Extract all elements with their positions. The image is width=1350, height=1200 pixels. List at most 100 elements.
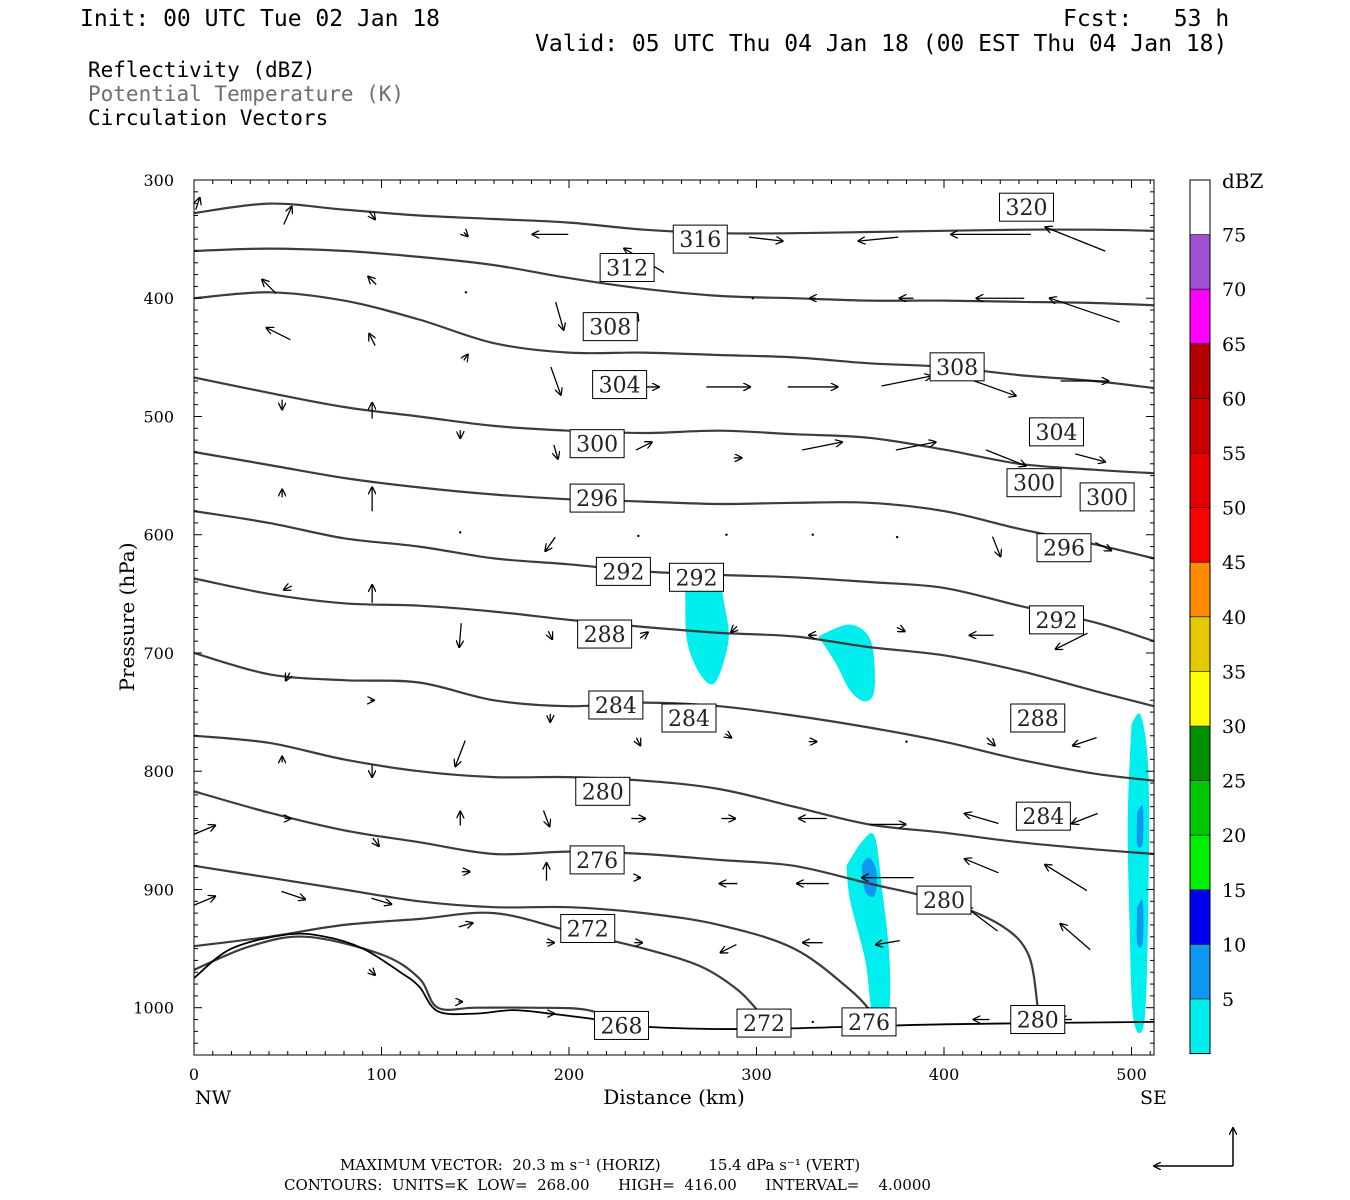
reference-vector-arrow bbox=[1154, 1128, 1233, 1166]
circulation-vector bbox=[194, 896, 215, 906]
theta-contour-label: 308 bbox=[929, 352, 985, 382]
x-tick-label: 200 bbox=[554, 1065, 585, 1084]
contour-label-text: 284 bbox=[595, 694, 637, 719]
contour-label-box bbox=[736, 1008, 792, 1038]
contour-label-box bbox=[1079, 482, 1135, 512]
colorbar-swatch bbox=[1190, 889, 1210, 945]
circulation-vector bbox=[965, 814, 999, 825]
reflectivity-5-dbz-area bbox=[1127, 713, 1150, 1034]
theta-contour-label: 292 bbox=[1029, 605, 1084, 635]
circulation-vector bbox=[811, 1020, 814, 1024]
field-reflectivity: Reflectivity (dBZ) bbox=[88, 58, 316, 82]
x-tick-label: 300 bbox=[741, 1065, 772, 1084]
circulation-vector bbox=[545, 536, 556, 551]
contour-label-box bbox=[672, 224, 728, 254]
contour-label-text: 272 bbox=[743, 1012, 785, 1037]
contour-label-text: 268 bbox=[601, 1014, 643, 1039]
circulation-vector bbox=[281, 890, 305, 899]
colorbar-level-label: 5 bbox=[1222, 989, 1234, 1011]
theta-contour-label: 292 bbox=[669, 562, 724, 592]
contour-label-text: 276 bbox=[576, 849, 618, 874]
contour-label-box bbox=[599, 253, 655, 282]
circulation-vector bbox=[369, 334, 375, 346]
theta-contour-label: 304 bbox=[1029, 417, 1084, 447]
contour-label-text: 296 bbox=[576, 487, 618, 512]
circulation-vector bbox=[636, 737, 640, 746]
theta-contour-label: 288 bbox=[1010, 703, 1066, 733]
theta-contour-label: 280 bbox=[575, 776, 631, 806]
contour-label-box bbox=[582, 312, 638, 342]
colorbar-swatch bbox=[1190, 453, 1210, 508]
theta-contour-label: 304 bbox=[592, 370, 648, 400]
circulation-vector bbox=[464, 232, 468, 236]
circulation-vector bbox=[283, 206, 292, 225]
circulation-vector bbox=[1095, 541, 1111, 551]
circulation-vector bbox=[985, 449, 1026, 466]
circulation-vector bbox=[881, 376, 932, 387]
theta-contour-276 bbox=[194, 864, 874, 1015]
circulation-vector bbox=[895, 535, 899, 539]
colorbar-level-label: 15 bbox=[1222, 880, 1246, 902]
theta-contour-label: 284 bbox=[588, 690, 644, 720]
theta-contour-label: 292 bbox=[595, 556, 651, 586]
colorbar-swatch bbox=[1190, 180, 1210, 235]
colorbar-level-label: 30 bbox=[1222, 716, 1246, 738]
contour-label-box bbox=[588, 690, 644, 720]
theta-contour-label: 312 bbox=[599, 253, 655, 282]
contour-label-box bbox=[560, 913, 616, 943]
colorbar-swatch bbox=[1190, 999, 1210, 1054]
colorbar-level-label: 70 bbox=[1222, 279, 1246, 301]
contour-label-text: 284 bbox=[1022, 805, 1064, 830]
y-tick-label: 900 bbox=[143, 880, 174, 899]
colorbar-level-label: 25 bbox=[1222, 771, 1246, 793]
theta-contour-label: 300 bbox=[1006, 468, 1062, 498]
theta-contour-268 bbox=[194, 935, 626, 1027]
colorbar-swatch bbox=[1190, 234, 1210, 290]
theta-contour-284 bbox=[194, 734, 1154, 856]
circulation-vector bbox=[194, 825, 215, 835]
contour-label-text: 284 bbox=[668, 707, 710, 732]
y-tick-label: 600 bbox=[143, 526, 174, 545]
colorbar-swatch bbox=[1190, 289, 1210, 344]
circulation-vector bbox=[639, 632, 648, 638]
theta-contour-label: 316 bbox=[672, 224, 728, 254]
init-time: Init: 00 UTC Tue 02 Jan 18 bbox=[80, 6, 441, 32]
circulation-vector bbox=[720, 943, 737, 953]
circulation-vector bbox=[554, 444, 558, 459]
contour-label-box bbox=[595, 556, 651, 586]
contour-label-text: 316 bbox=[679, 228, 721, 253]
colorbar-level-label: 55 bbox=[1222, 443, 1246, 465]
contour-label-box bbox=[1010, 703, 1066, 733]
theta-contour-label: 308 bbox=[582, 312, 638, 342]
circulation-vector bbox=[369, 969, 375, 975]
colorbar-swatch bbox=[1190, 944, 1210, 999]
circulation-vector bbox=[801, 442, 842, 451]
theta-contour-292 bbox=[194, 577, 1154, 708]
contour-label-box bbox=[569, 483, 625, 513]
reflectivity-10-dbz-area bbox=[1136, 805, 1144, 848]
circulation-vector bbox=[286, 672, 290, 681]
forecast-hour: Fcst: 53 h bbox=[1063, 6, 1230, 32]
contour-label-text: 312 bbox=[606, 257, 648, 282]
theta-contour-312 bbox=[194, 247, 1154, 307]
colorbar-level-label: 50 bbox=[1222, 498, 1246, 520]
x-tick-label: 100 bbox=[366, 1065, 397, 1084]
circulation-vector bbox=[284, 586, 293, 590]
plot-frame bbox=[193, 179, 1155, 1056]
circulation-vector bbox=[371, 897, 392, 904]
colorbar-level-label: 65 bbox=[1222, 334, 1246, 356]
colorbar-level-label: 40 bbox=[1222, 607, 1246, 629]
circulation-vector bbox=[811, 533, 814, 536]
circulation-vector bbox=[1045, 227, 1106, 252]
contour-label-box bbox=[661, 703, 717, 733]
theta-contour-label: 296 bbox=[1036, 533, 1092, 563]
y-tick-label: 500 bbox=[143, 407, 174, 426]
x-tick-label: 0 bbox=[189, 1065, 199, 1084]
colorbar-title: dBZ bbox=[1222, 169, 1264, 193]
theta-contour-label: 272 bbox=[560, 913, 616, 943]
colorbar-swatch bbox=[1190, 398, 1210, 453]
contour-label-text: 292 bbox=[602, 560, 644, 585]
contour-label-text: 288 bbox=[1017, 707, 1059, 732]
circulation-vector bbox=[464, 354, 468, 360]
